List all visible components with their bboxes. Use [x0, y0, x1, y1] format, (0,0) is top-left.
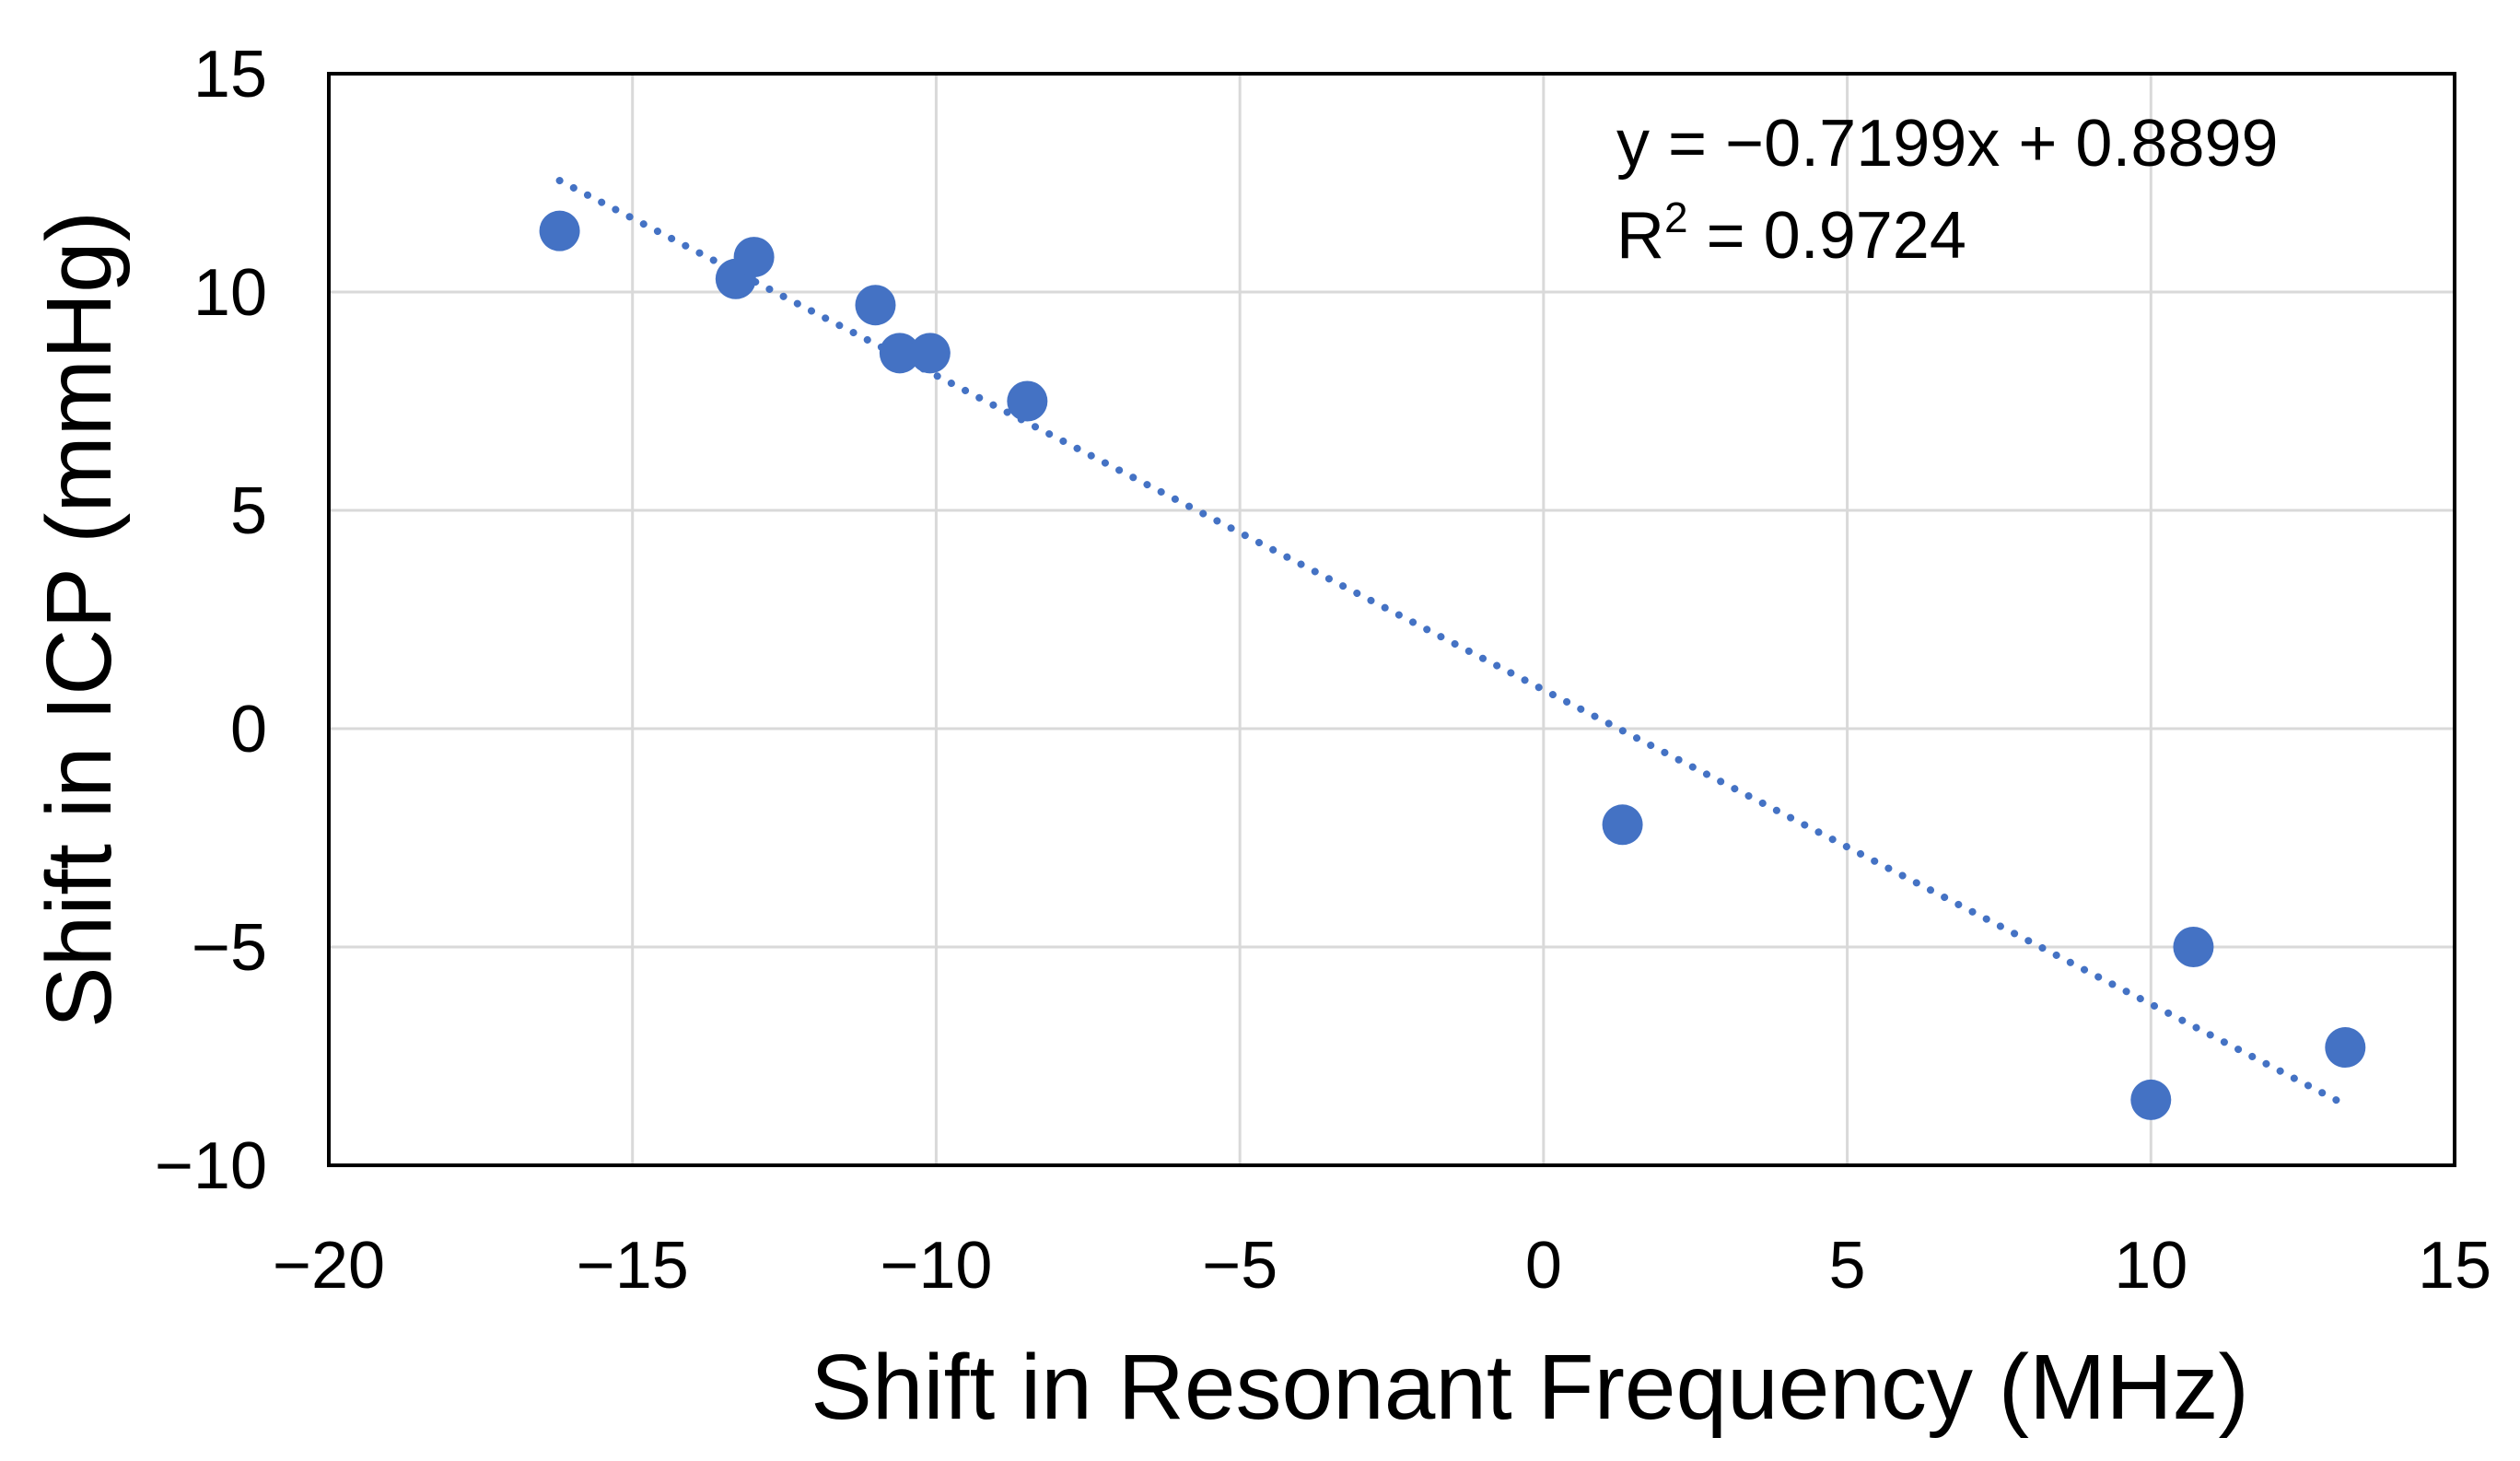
data-point: [1007, 380, 1048, 422]
x-tick-label: −15: [577, 1229, 689, 1303]
r-squared-label: R2 = 0.9724: [1616, 193, 1966, 273]
y-tick-labels: −10 −5 0 5 10 15: [155, 38, 267, 1203]
x-tick-labels: −20 −15 −10 −5 0 5 10 15: [273, 1229, 2491, 1303]
y-tick-label: −10: [155, 1129, 267, 1203]
data-point: [909, 333, 951, 374]
x-tick-label: 5: [1829, 1229, 1866, 1303]
data-point: [879, 333, 920, 374]
data-point: [2325, 1027, 2366, 1069]
regression-equation: y = −0.7199x + 0.8899: [1616, 107, 2279, 181]
y-tick-label: −5: [192, 911, 267, 985]
x-axis-title: Shift in Resonant Frequency (MHz): [811, 1336, 2249, 1439]
data-point: [855, 285, 896, 326]
y-tick-label: 15: [193, 38, 267, 111]
x-tick-label: 15: [2418, 1229, 2491, 1303]
gridlines: [329, 74, 2455, 1165]
y-axis-title: Shift in ICP (mmHg): [28, 211, 131, 1028]
y-tick-label: 5: [230, 474, 267, 548]
r-squared-superscript: 2: [1664, 193, 1688, 241]
x-tick-label: −10: [880, 1229, 992, 1303]
x-tick-label: −5: [1202, 1229, 1278, 1303]
data-point: [1602, 804, 1643, 846]
r-squared-value: = 0.9724: [1688, 199, 1966, 273]
x-tick-label: −20: [273, 1229, 385, 1303]
trendline: [555, 177, 2350, 1109]
r-squared-prefix: R: [1616, 199, 1664, 273]
data-point: [539, 210, 580, 251]
data-point: [2130, 1079, 2172, 1120]
x-tick-label: 0: [1525, 1229, 1562, 1303]
plot-area-frame: [327, 72, 2456, 1167]
data-point: [2173, 927, 2214, 967]
data-points: [539, 210, 2366, 1120]
x-tick-label: 10: [2114, 1229, 2188, 1303]
data-point: [733, 237, 775, 278]
y-tick-label: 10: [193, 256, 267, 330]
y-tick-label: 0: [230, 693, 267, 766]
